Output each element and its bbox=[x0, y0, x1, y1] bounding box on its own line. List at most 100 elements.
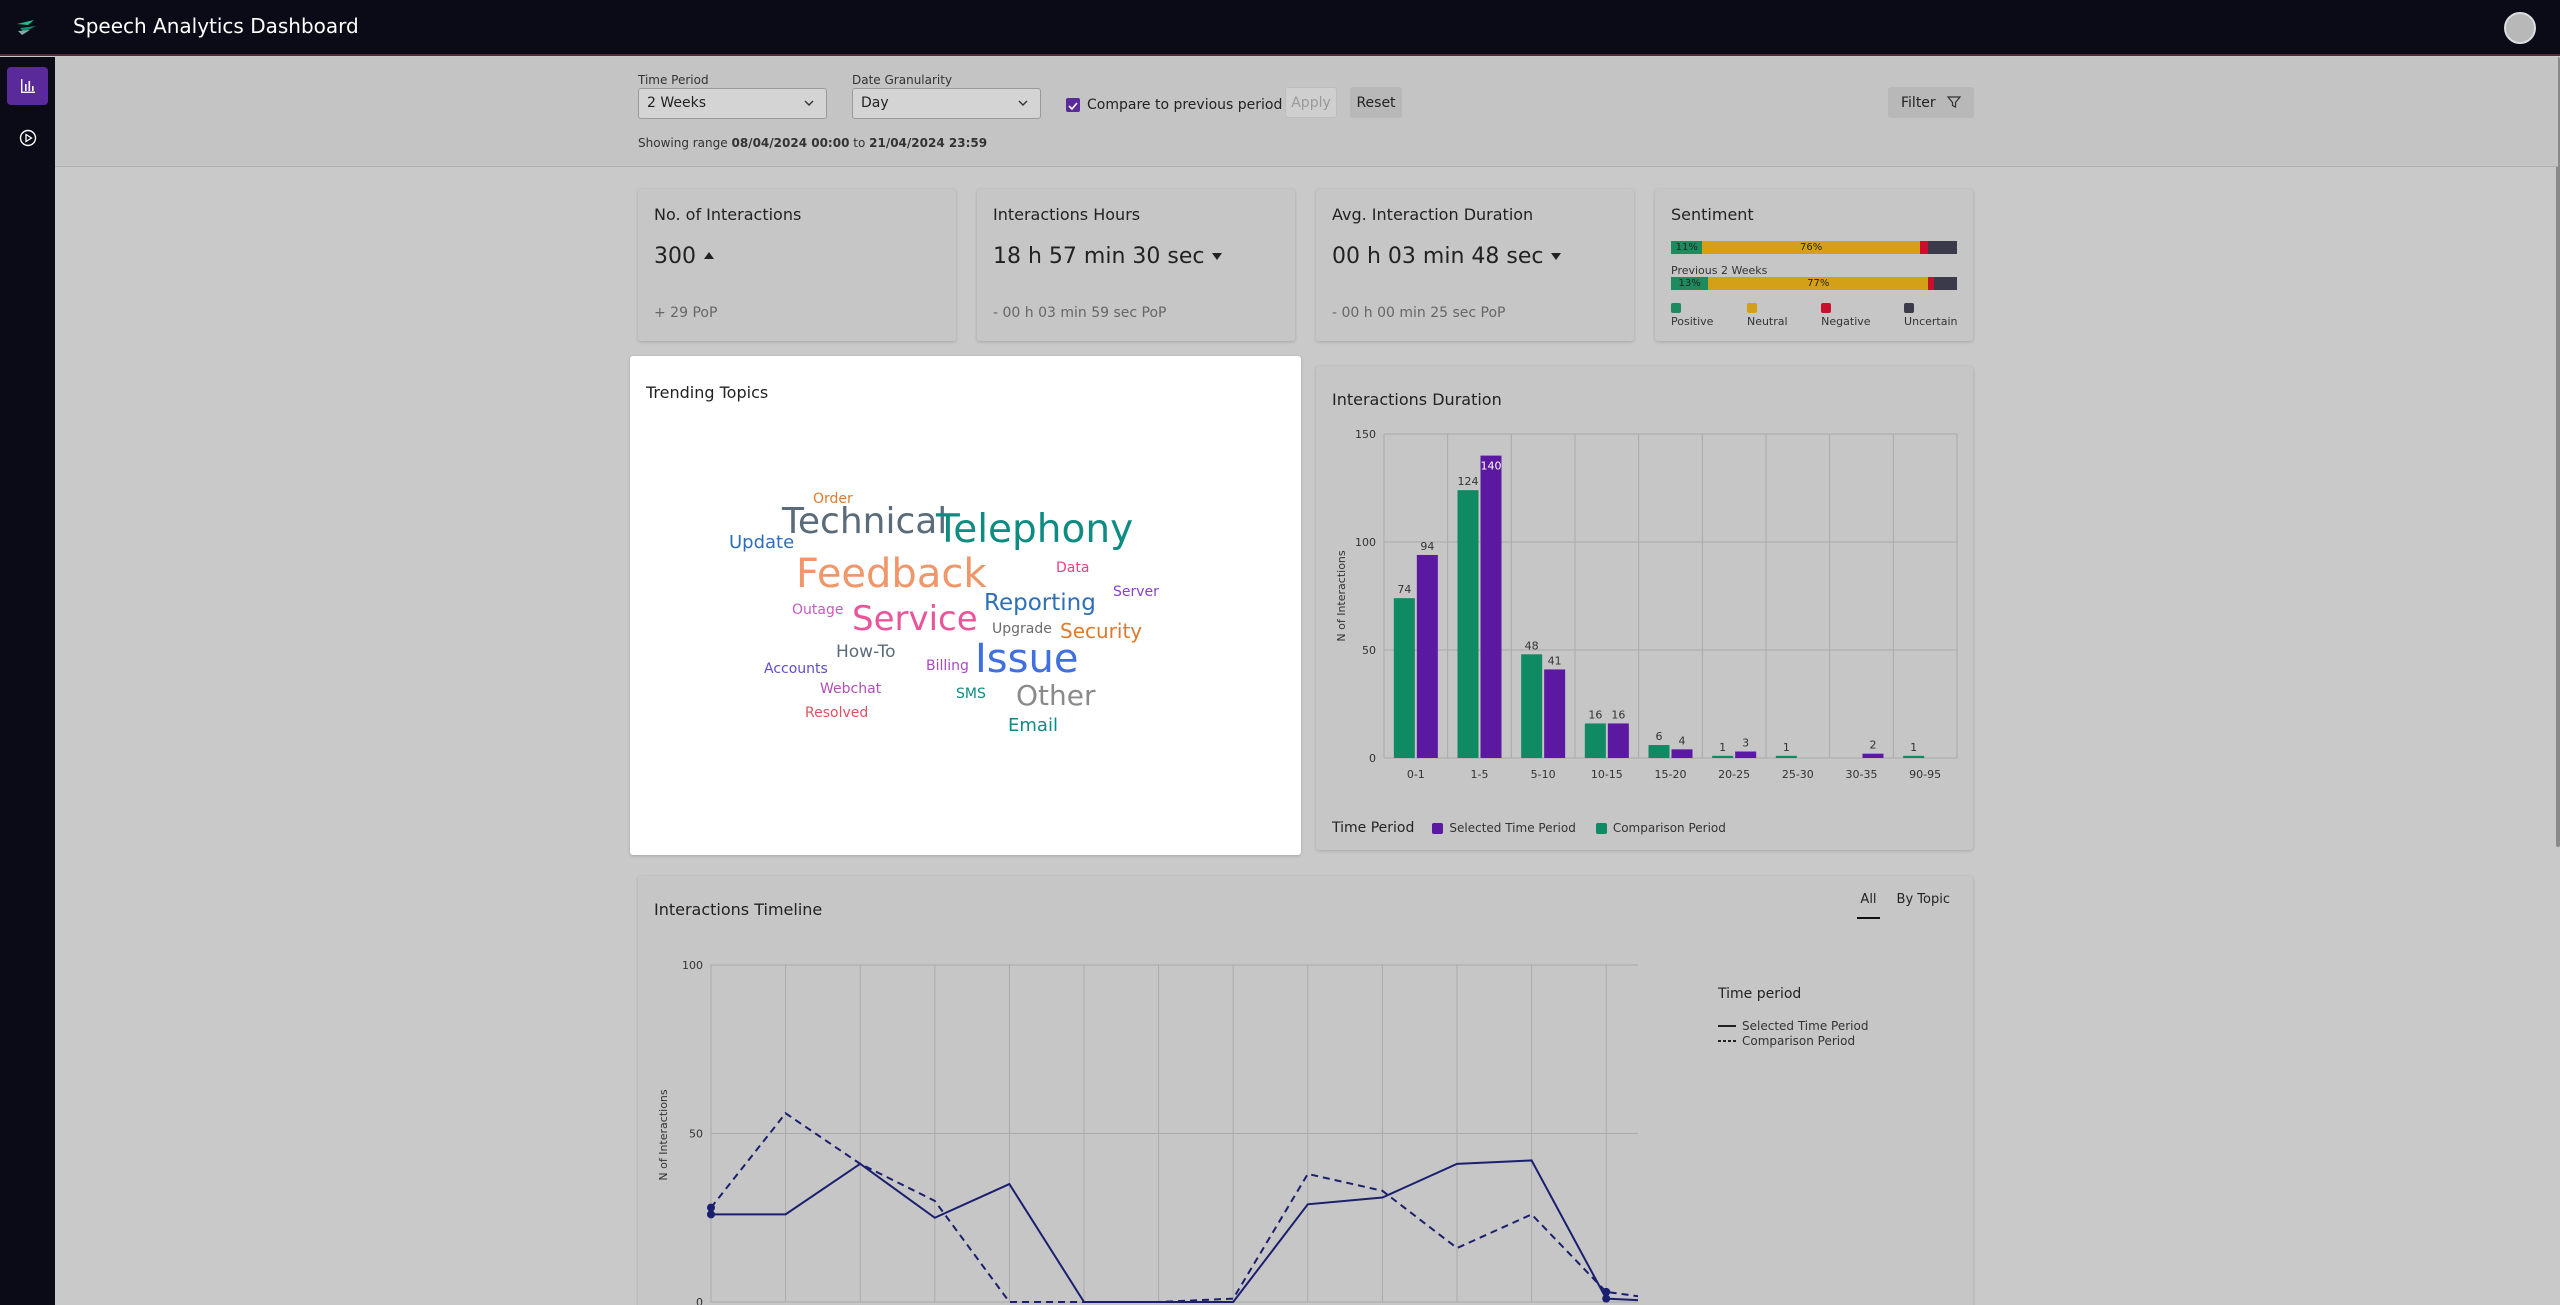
kpi-duration-title: Avg. Interaction Duration bbox=[1332, 205, 1534, 224]
sentiment-segment[interactable] bbox=[1934, 277, 1957, 290]
bar[interactable] bbox=[1480, 455, 1502, 758]
chevron-down-icon bbox=[1018, 100, 1028, 106]
topic-word[interactable]: Resolved bbox=[805, 705, 869, 721]
tab-by-topic[interactable]: By Topic bbox=[1896, 892, 1950, 907]
x-tick-label: 5-10 bbox=[1531, 768, 1556, 781]
topic-word[interactable]: SMS bbox=[956, 686, 986, 702]
bar[interactable] bbox=[1712, 755, 1734, 758]
duration-chart-title: Interactions Duration bbox=[1332, 390, 1502, 409]
bar[interactable] bbox=[1584, 723, 1606, 758]
sentiment-card: Sentiment 11% 76% Previous 2 Weeks 13% 77%… bbox=[1655, 189, 1973, 341]
bar-value-label: 124 bbox=[1458, 475, 1479, 488]
compare-checkbox[interactable] bbox=[1066, 98, 1080, 112]
bar[interactable] bbox=[1735, 751, 1757, 758]
data-point[interactable] bbox=[707, 1203, 715, 1212]
y-tick-label: 50 bbox=[689, 1128, 703, 1141]
bar[interactable] bbox=[1775, 755, 1797, 758]
legend-swatch bbox=[1746, 303, 1757, 313]
topic-word[interactable]: Order bbox=[813, 491, 853, 507]
tab-all[interactable]: All bbox=[1857, 892, 1880, 919]
series-line[interactable] bbox=[711, 1159, 1638, 1303]
bar[interactable] bbox=[1648, 745, 1670, 758]
topic-word[interactable]: Update bbox=[729, 532, 795, 553]
topic-word[interactable]: Billing bbox=[926, 658, 969, 674]
data-point[interactable] bbox=[707, 1210, 715, 1219]
apply-button[interactable]: Apply bbox=[1285, 87, 1337, 118]
topic-word[interactable]: Other bbox=[1016, 679, 1096, 712]
y-tick-label: 150 bbox=[1355, 428, 1376, 441]
trend-down-icon bbox=[1212, 253, 1223, 260]
data-point[interactable] bbox=[1602, 1294, 1611, 1303]
sentiment-segment[interactable] bbox=[1928, 277, 1935, 290]
page-scrollbar[interactable] bbox=[2556, 57, 2560, 847]
topic-word[interactable]: Server bbox=[1113, 584, 1159, 600]
legend-swatch bbox=[1671, 303, 1681, 313]
dashed-line-swatch bbox=[1718, 1040, 1736, 1042]
sentiment-segment[interactable] bbox=[1919, 241, 1929, 254]
bar[interactable] bbox=[1903, 755, 1925, 758]
topic-word[interactable]: How-To bbox=[836, 642, 896, 662]
topic-word[interactable]: Upgrade bbox=[992, 621, 1052, 637]
user-avatar[interactable] bbox=[2504, 12, 2536, 44]
series-line[interactable] bbox=[710, 1111, 1638, 1303]
timeline-legend-title: Time period bbox=[1718, 986, 1802, 1002]
trending-topics-card: Trending Topics Order Technical Telephony U… bbox=[630, 356, 1301, 855]
topic-word[interactable]: Data bbox=[1056, 560, 1090, 576]
side-nav bbox=[0, 57, 55, 1305]
range-prefix: Showing range bbox=[638, 136, 728, 150]
date-granularity-label: Date Granularity bbox=[852, 73, 953, 87]
bar[interactable] bbox=[1416, 554, 1438, 758]
top-bar: Speech Analytics Dashboard bbox=[0, 0, 2560, 56]
topic-word[interactable]: Reporting bbox=[984, 590, 1096, 616]
topic-word[interactable]: Service bbox=[852, 599, 978, 639]
kpi-interactions-pop: + 29 PoP bbox=[654, 305, 718, 321]
sentiment-segment[interactable] bbox=[1928, 241, 1957, 254]
legend-swatch-selected bbox=[1432, 822, 1444, 834]
bar[interactable] bbox=[1457, 490, 1479, 758]
topic-word[interactable]: Feedback bbox=[796, 551, 987, 597]
sentiment-segment[interactable]: 11% bbox=[1671, 241, 1703, 254]
bar[interactable] bbox=[1607, 723, 1629, 758]
sentiment-segment[interactable]: 77% bbox=[1708, 277, 1929, 290]
bar[interactable] bbox=[1521, 654, 1543, 758]
nav-dashboard-button[interactable] bbox=[7, 67, 48, 105]
time-period-select[interactable]: 2 Weeks bbox=[638, 88, 827, 119]
topic-word[interactable]: Technical bbox=[782, 501, 948, 542]
topic-word[interactable]: Webchat bbox=[820, 681, 882, 697]
legend-label: Uncertain bbox=[1904, 315, 1958, 328]
bar[interactable] bbox=[1393, 598, 1415, 758]
bar-value-label: 140 bbox=[1481, 460, 1502, 473]
topic-word[interactable]: Outage bbox=[792, 602, 844, 618]
timeline-legend-selected[interactable]: Selected Time Period bbox=[1718, 1019, 1868, 1033]
topic-word[interactable]: Issue bbox=[975, 636, 1079, 682]
bar-value-label: 3 bbox=[1742, 737, 1749, 750]
bar[interactable] bbox=[1671, 749, 1693, 758]
x-tick-label: 25-30 bbox=[1782, 768, 1814, 781]
sentiment-legend-item: Negative bbox=[1821, 302, 1886, 328]
play-circle-icon bbox=[19, 129, 36, 147]
date-granularity-select[interactable]: Day bbox=[852, 88, 1041, 119]
y-tick-label: 100 bbox=[682, 959, 703, 972]
filter-button[interactable]: Filter bbox=[1888, 87, 1974, 118]
compare-label[interactable]: Compare to previous period bbox=[1087, 97, 1283, 113]
bar[interactable] bbox=[1544, 669, 1566, 758]
bar-value-label: 16 bbox=[1588, 708, 1602, 721]
reset-button[interactable]: Reset bbox=[1350, 87, 1402, 118]
nav-playback-button[interactable] bbox=[7, 119, 48, 157]
topic-word[interactable]: Security bbox=[1060, 619, 1143, 643]
legend-label-selected[interactable]: Selected Time Period bbox=[1449, 821, 1576, 835]
sentiment-segment[interactable]: 76% bbox=[1702, 241, 1920, 254]
timeline-legend-comparison[interactable]: Comparison Period bbox=[1718, 1034, 1855, 1048]
data-point[interactable] bbox=[1602, 1287, 1611, 1296]
sentiment-previous-bar[interactable]: 13% 77% bbox=[1671, 277, 1957, 290]
topic-word[interactable]: Email bbox=[1008, 715, 1058, 736]
bar[interactable] bbox=[1862, 753, 1884, 758]
topic-word[interactable]: Telephony bbox=[936, 507, 1134, 552]
app-title: Speech Analytics Dashboard bbox=[73, 14, 359, 38]
app-logo-icon[interactable] bbox=[14, 16, 40, 38]
sentiment-current-bar[interactable]: 11% 76% bbox=[1671, 241, 1957, 254]
legend-label-comparison[interactable]: Comparison Period bbox=[1612, 821, 1726, 835]
topic-word[interactable]: Accounts bbox=[764, 661, 828, 677]
kpi-hours-value: 18 h 57 min 30 sec bbox=[993, 244, 1223, 269]
sentiment-segment[interactable]: 13% bbox=[1671, 277, 1709, 290]
